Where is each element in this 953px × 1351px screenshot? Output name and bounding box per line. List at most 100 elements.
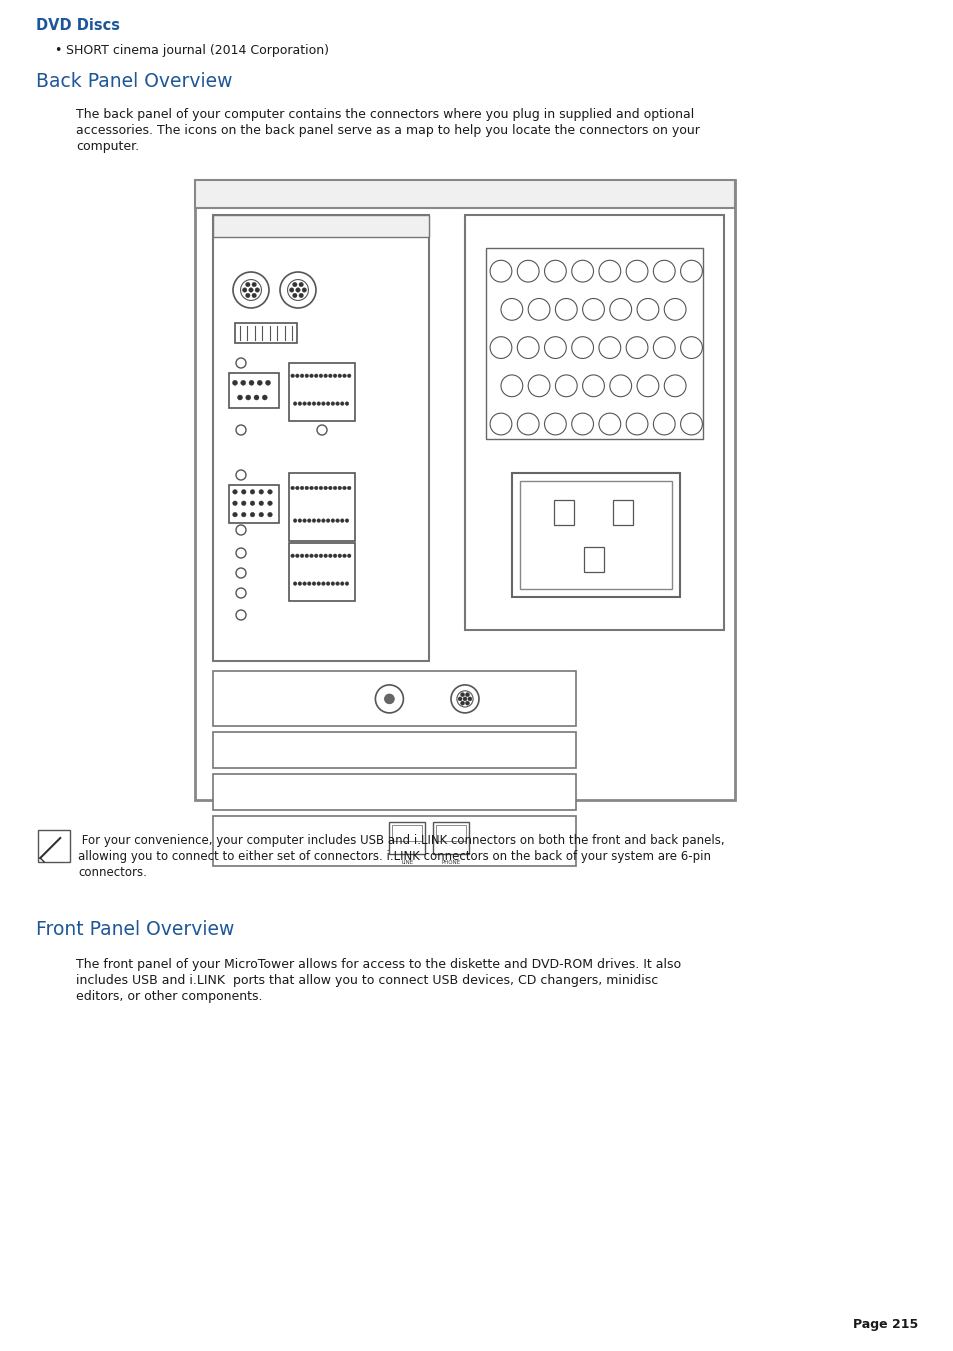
Circle shape (323, 486, 327, 490)
Circle shape (295, 374, 299, 377)
Circle shape (321, 519, 325, 523)
Bar (433, 823, 469, 854)
Circle shape (258, 501, 263, 505)
Circle shape (240, 280, 261, 300)
Circle shape (340, 582, 344, 585)
Circle shape (326, 582, 330, 585)
Circle shape (235, 588, 246, 598)
Circle shape (252, 293, 256, 297)
Bar (229, 485, 278, 523)
Circle shape (253, 394, 258, 400)
Bar (213, 774, 576, 811)
Circle shape (333, 374, 336, 377)
Circle shape (297, 401, 301, 405)
Text: allowing you to connect to either set of connectors. i.LINK connectors on the ba: allowing you to connect to either set of… (78, 850, 711, 863)
Circle shape (663, 299, 685, 320)
Circle shape (571, 336, 593, 358)
Circle shape (293, 401, 296, 405)
Bar (553, 500, 574, 526)
Circle shape (451, 685, 478, 713)
Circle shape (297, 582, 301, 585)
Circle shape (582, 299, 604, 320)
Text: SHORT cinema journal (2014 Corporation): SHORT cinema journal (2014 Corporation) (66, 45, 329, 57)
Circle shape (467, 697, 472, 701)
Circle shape (250, 501, 254, 505)
Circle shape (300, 374, 304, 377)
Circle shape (249, 380, 253, 385)
Circle shape (310, 374, 313, 377)
Circle shape (460, 693, 464, 697)
Circle shape (305, 374, 308, 377)
Circle shape (333, 554, 336, 558)
Circle shape (245, 282, 250, 286)
Bar (464, 215, 723, 631)
Circle shape (335, 519, 339, 523)
Circle shape (342, 374, 346, 377)
Circle shape (384, 694, 394, 704)
Circle shape (310, 486, 313, 490)
Circle shape (321, 401, 325, 405)
Circle shape (517, 413, 538, 435)
Circle shape (235, 358, 246, 367)
Text: accessories. The icons on the back panel serve as a map to help you locate the c: accessories. The icons on the back panel… (76, 124, 700, 136)
Circle shape (237, 394, 242, 400)
Circle shape (609, 299, 631, 320)
Circle shape (314, 486, 317, 490)
Circle shape (319, 374, 322, 377)
Circle shape (250, 489, 254, 494)
Circle shape (331, 401, 335, 405)
Circle shape (331, 519, 335, 523)
Circle shape (258, 512, 263, 517)
Circle shape (328, 374, 332, 377)
Circle shape (375, 685, 403, 713)
Circle shape (291, 486, 294, 490)
Circle shape (625, 261, 647, 282)
Circle shape (342, 486, 346, 490)
Circle shape (241, 489, 246, 494)
Circle shape (235, 611, 246, 620)
Circle shape (517, 261, 538, 282)
Circle shape (637, 299, 659, 320)
Circle shape (331, 582, 335, 585)
Text: Page 215: Page 215 (852, 1319, 917, 1331)
Circle shape (637, 376, 659, 397)
Text: includes USB and i.LINK  ports that allow you to connect USB devices, CD changer: includes USB and i.LINK ports that allow… (76, 974, 658, 988)
Bar (213, 671, 576, 727)
Circle shape (257, 380, 262, 385)
Bar (213, 816, 576, 866)
Circle shape (571, 413, 593, 435)
Circle shape (265, 380, 271, 385)
Circle shape (337, 374, 341, 377)
Circle shape (555, 376, 577, 397)
Bar (389, 823, 425, 854)
Circle shape (287, 280, 308, 300)
Circle shape (262, 394, 267, 400)
Circle shape (345, 401, 349, 405)
Circle shape (316, 426, 327, 435)
Circle shape (241, 512, 246, 517)
Circle shape (328, 554, 332, 558)
Circle shape (653, 413, 675, 435)
Circle shape (307, 401, 311, 405)
Circle shape (500, 299, 522, 320)
Circle shape (490, 336, 512, 358)
Circle shape (307, 582, 311, 585)
Circle shape (307, 519, 311, 523)
Bar (519, 481, 672, 589)
Circle shape (462, 697, 467, 701)
Circle shape (653, 261, 675, 282)
Circle shape (300, 554, 304, 558)
Circle shape (342, 554, 346, 558)
Circle shape (316, 519, 320, 523)
Circle shape (305, 554, 308, 558)
Circle shape (295, 288, 300, 292)
Circle shape (268, 512, 272, 517)
Circle shape (321, 582, 325, 585)
Circle shape (310, 554, 313, 558)
Bar (485, 249, 702, 439)
Circle shape (289, 288, 294, 292)
Circle shape (233, 380, 237, 385)
Bar (234, 323, 296, 343)
Circle shape (300, 486, 304, 490)
Circle shape (347, 374, 351, 377)
